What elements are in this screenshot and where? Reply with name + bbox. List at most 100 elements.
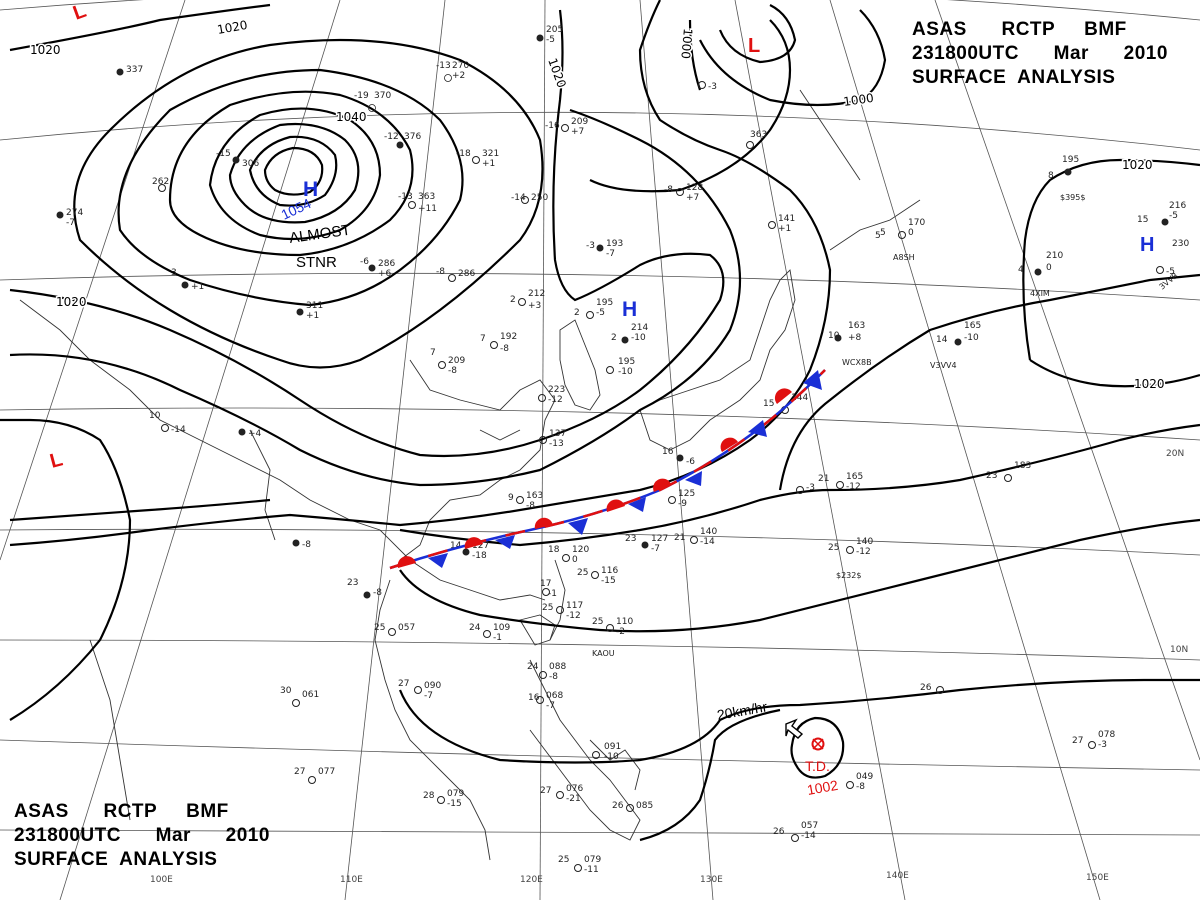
header-station: RCTP	[1001, 19, 1056, 40]
svg-text:-18: -18	[472, 551, 487, 561]
svg-text:163: 163	[526, 491, 543, 501]
svg-text:140: 140	[856, 537, 873, 547]
svg-text:306: 306	[242, 159, 259, 169]
svg-text:24: 24	[469, 623, 481, 633]
svg-text:-8: -8	[302, 540, 311, 550]
stationary-front	[389, 369, 826, 570]
svg-text:-7: -7	[651, 544, 660, 554]
svg-text:376: 376	[404, 132, 421, 142]
warm-front-symbols	[397, 388, 792, 568]
svg-text:363: 363	[418, 192, 435, 202]
svg-text:141: 141	[778, 214, 795, 224]
header-top-right: ASAS RCTP BMF 231800UTC Mar 2010 SURFACE…	[912, 18, 1168, 90]
header-source: BMF	[186, 801, 229, 822]
svg-text:079: 079	[447, 789, 464, 799]
svg-text:144: 144	[791, 393, 808, 403]
svg-text:-8: -8	[549, 672, 558, 682]
svg-text:128: 128	[686, 183, 703, 193]
svg-text:140E: 140E	[886, 871, 909, 881]
svg-text:-3: -3	[1098, 740, 1107, 750]
svg-text:25: 25	[592, 617, 603, 627]
svg-text:-8: -8	[436, 267, 445, 277]
svg-text:$232$: $232$	[836, 571, 861, 580]
svg-text:1020: 1020	[216, 18, 249, 37]
svg-text:193: 193	[606, 239, 623, 249]
svg-text:-1: -1	[493, 633, 502, 643]
svg-text:088: 088	[549, 662, 566, 672]
svg-text:209: 209	[448, 356, 465, 366]
header-datetime: 231800UTC	[14, 825, 121, 846]
svg-text:21: 21	[674, 533, 685, 543]
svg-text:076: 076	[566, 784, 583, 794]
svg-text:079: 079	[584, 855, 601, 865]
svg-text:170: 170	[908, 218, 925, 228]
svg-text:26: 26	[773, 827, 785, 837]
svg-text:15: 15	[763, 399, 774, 409]
svg-text:-14: -14	[171, 425, 186, 435]
svg-text:WCX8B: WCX8B	[842, 358, 872, 367]
svg-text:14: 14	[450, 541, 462, 551]
svg-text:9: 9	[508, 493, 514, 503]
svg-text:4XIM: 4XIM	[1030, 289, 1050, 298]
svg-text:116: 116	[601, 566, 618, 576]
svg-text:-5: -5	[1169, 211, 1178, 221]
svg-text:125: 125	[678, 489, 695, 499]
svg-text:-3: -3	[708, 82, 717, 92]
svg-text:-5: -5	[1166, 267, 1175, 277]
svg-text:-14: -14	[801, 831, 816, 841]
svg-text:195: 195	[1062, 155, 1079, 165]
svg-text:3: 3	[171, 268, 177, 278]
header-analysis-type: SURFACE ANALYSIS	[912, 67, 1116, 88]
svg-text:2: 2	[510, 295, 516, 305]
svg-text:1020: 1020	[1122, 158, 1153, 172]
isobars	[0, 0, 1200, 842]
svg-text:+2: +2	[452, 71, 465, 81]
svg-text:270: 270	[452, 61, 469, 71]
svg-text:-10: -10	[604, 752, 619, 762]
svg-text:20N: 20N	[1166, 449, 1184, 459]
svg-text:085: 085	[636, 801, 653, 811]
svg-text:110: 110	[616, 617, 633, 627]
svg-text:28: 28	[423, 791, 435, 801]
svg-text:-15: -15	[447, 799, 462, 809]
svg-text:-7: -7	[66, 218, 75, 228]
graticule-labels: 110E 120E 130E 140E 150E 100E 20N 10N	[150, 449, 1188, 885]
svg-text:274: 274	[66, 208, 83, 218]
header-product: ASAS	[14, 801, 69, 822]
svg-text:140: 140	[700, 527, 717, 537]
pressure-centers: H 1054 ALMOST STNR H H L L L	[48, 0, 1155, 473]
svg-text:311: 311	[306, 301, 323, 311]
svg-text:1020: 1020	[56, 295, 87, 309]
svg-text:10: 10	[828, 331, 840, 341]
svg-text:4: 4	[1018, 265, 1024, 275]
svg-text:25: 25	[828, 543, 839, 553]
svg-text:+1: +1	[191, 282, 204, 292]
svg-text:23: 23	[986, 471, 997, 481]
svg-text:165: 165	[846, 472, 863, 482]
svg-text:-7: -7	[606, 249, 615, 259]
svg-text:-10: -10	[618, 367, 633, 377]
svg-text:-8: -8	[373, 588, 382, 598]
svg-text:+1: +1	[306, 311, 319, 321]
svg-text:370: 370	[374, 91, 391, 101]
svg-text:130E: 130E	[700, 875, 723, 885]
svg-text:1040: 1040	[336, 110, 367, 124]
svg-text:-3: -3	[586, 241, 595, 251]
svg-text:0: 0	[908, 228, 914, 238]
svg-text:-5: -5	[546, 35, 555, 45]
svg-text:337: 337	[126, 65, 143, 75]
svg-text:24: 24	[527, 662, 539, 672]
svg-text:192: 192	[500, 332, 517, 342]
svg-text:27: 27	[294, 767, 305, 777]
svg-text:250: 250	[531, 193, 548, 203]
svg-text:2: 2	[611, 333, 617, 343]
svg-text:127: 127	[651, 534, 668, 544]
svg-text:117: 117	[566, 601, 583, 611]
td-label: T.D.	[805, 758, 830, 774]
svg-text:216: 216	[1169, 201, 1186, 211]
svg-text:-2: -2	[616, 627, 625, 637]
svg-text:-11: -11	[584, 865, 599, 875]
svg-text:-15: -15	[216, 149, 231, 159]
low-center-west: L	[48, 448, 65, 472]
